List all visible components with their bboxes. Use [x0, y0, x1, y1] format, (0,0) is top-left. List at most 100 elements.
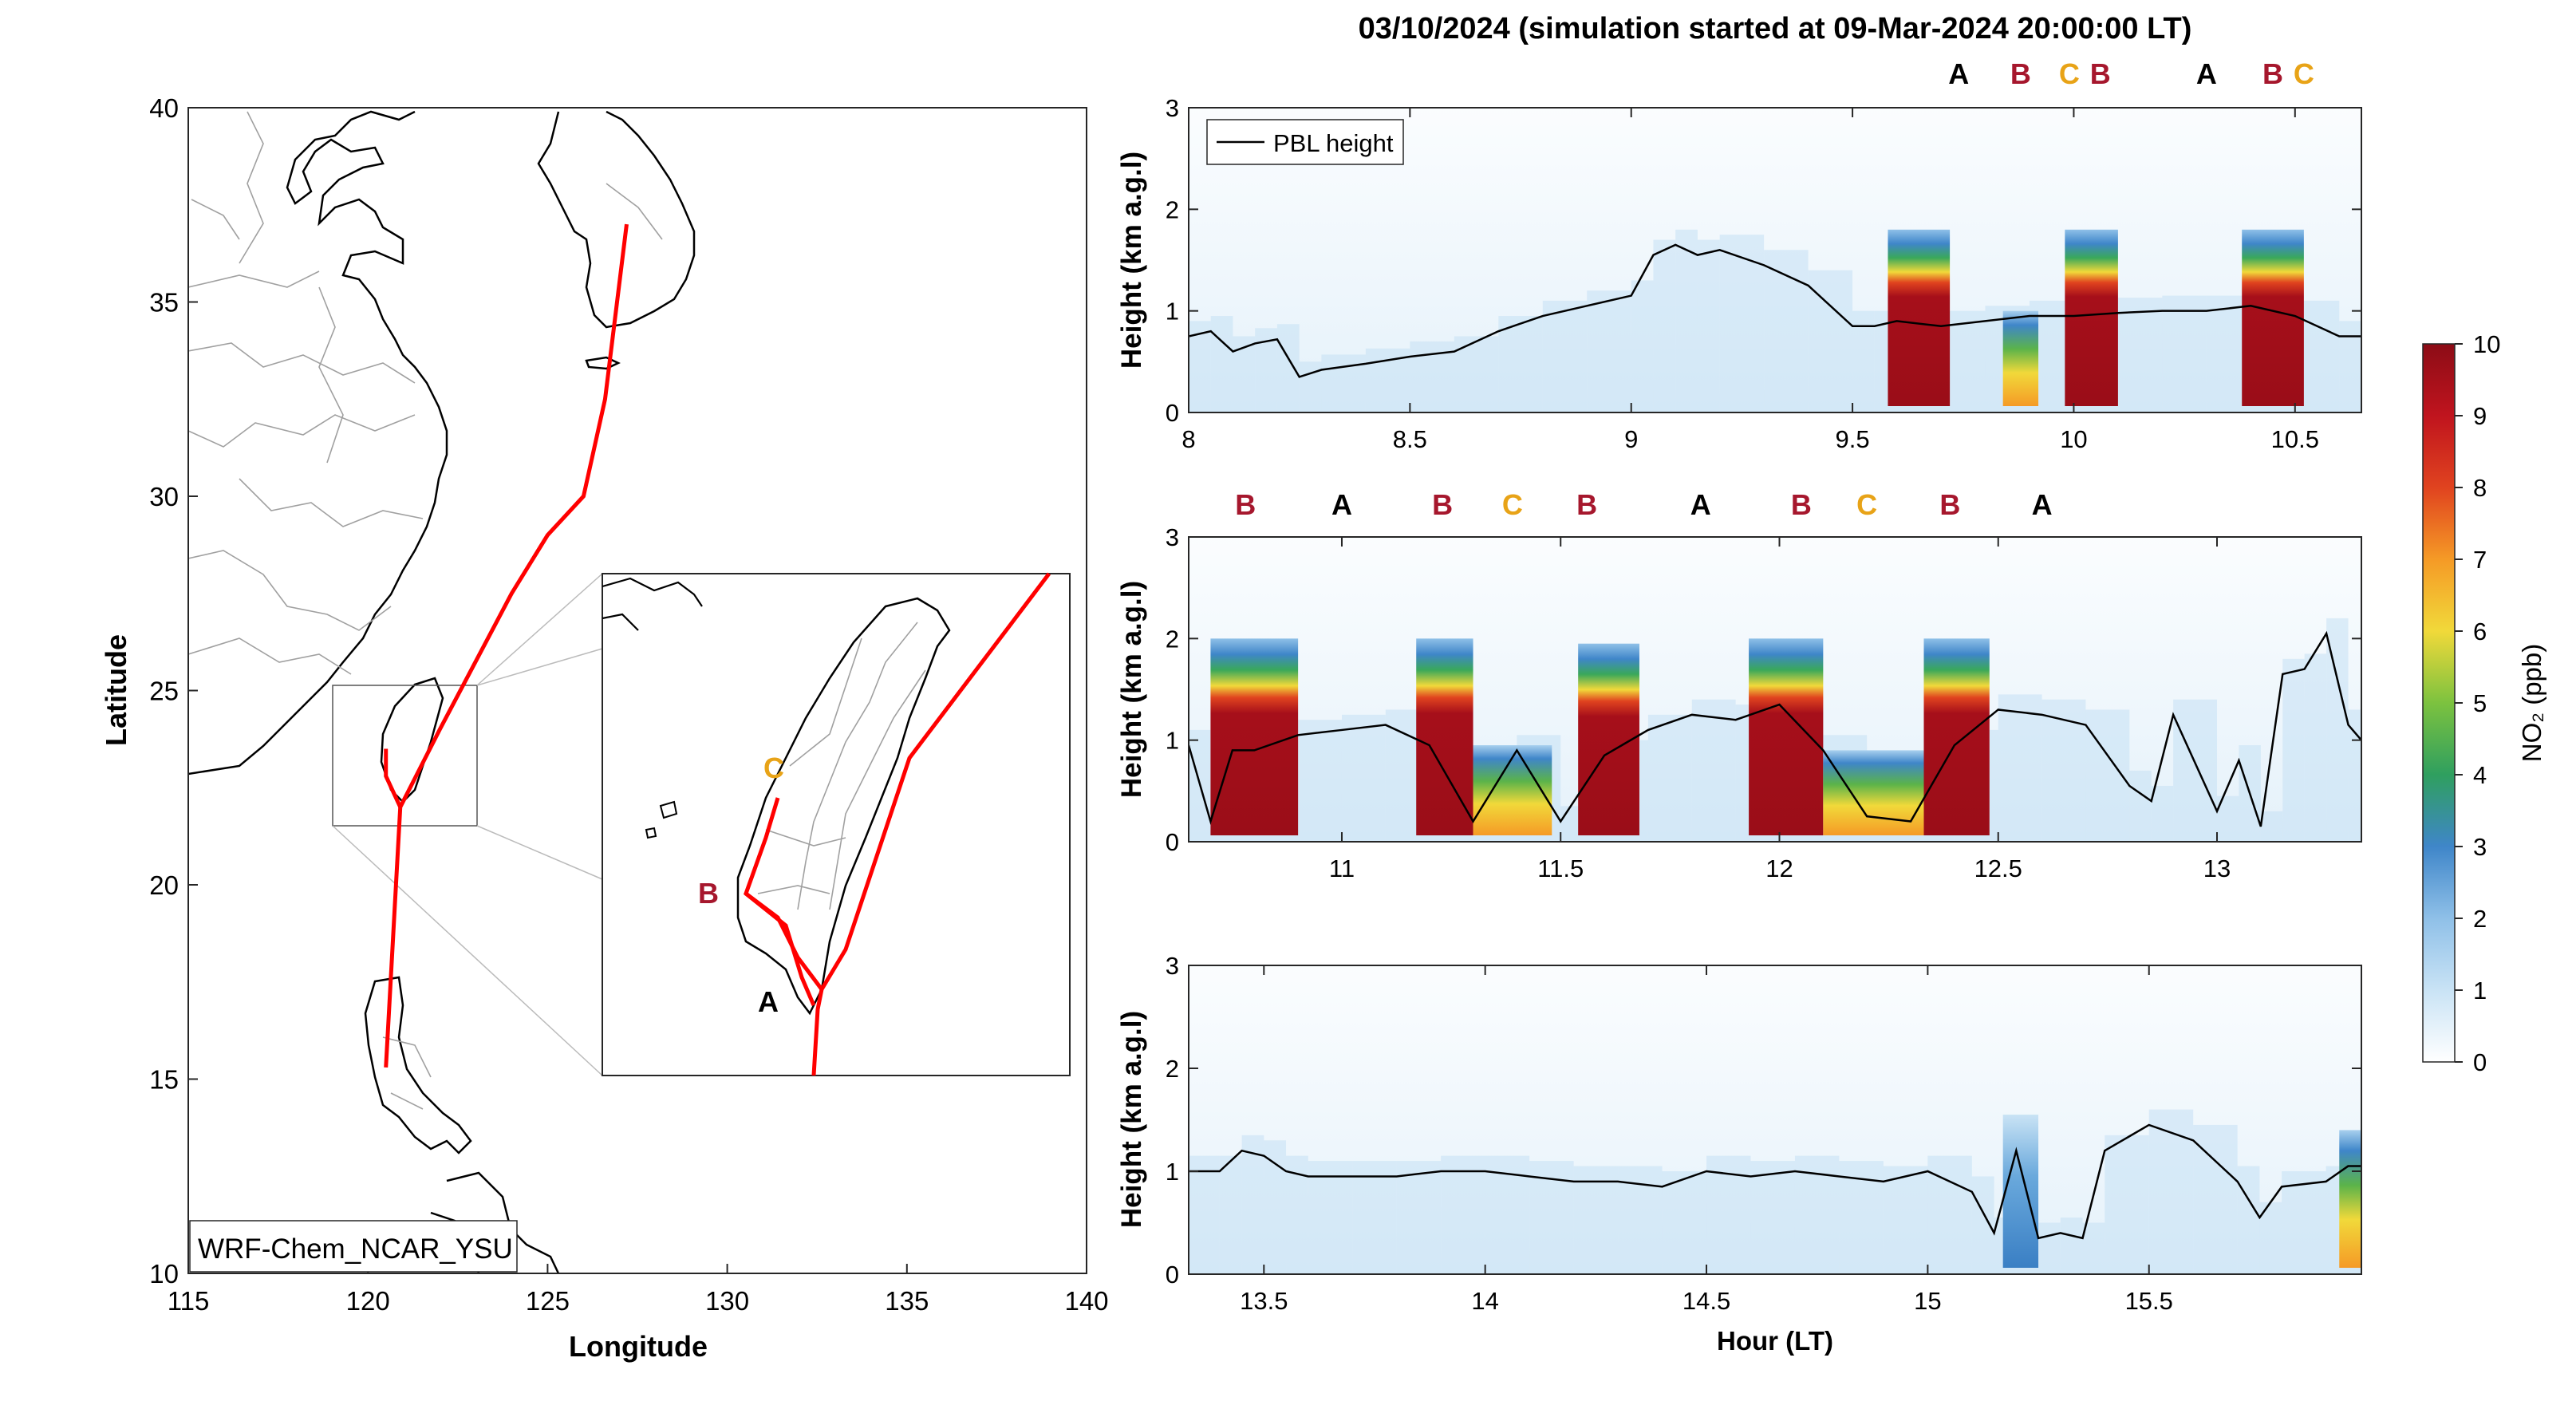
no2-low-column — [1264, 1140, 1287, 1274]
map-ylabel: Latitude — [100, 634, 132, 746]
panel-3-x-ticks: 13.5 14 14.5 15 15.5 — [1240, 965, 2173, 1315]
no2-low-column — [1276, 324, 1300, 412]
no2-low-column — [2060, 1218, 2083, 1274]
colorbar-tick-label: 0 — [2473, 1048, 2487, 1076]
no2-high-band — [1473, 745, 1552, 835]
map-x-ticks: 115 120 125 130 135 140 — [168, 1264, 1109, 1316]
colorbar-tick-label: 6 — [2473, 618, 2487, 645]
no2-low-column — [2282, 658, 2305, 842]
map-xtick-label: 115 — [168, 1286, 210, 1316]
map-ytick-label: 20 — [149, 870, 179, 900]
panel-1-ylabel: Height (km a.g.l) — [1116, 152, 1147, 369]
no2-low-column — [2237, 1166, 2260, 1274]
no2-low-column — [1998, 694, 2042, 842]
no2-low-column — [1587, 290, 1631, 412]
no2-high-band — [2002, 1115, 2039, 1268]
flight-track-spur — [384, 748, 403, 808]
colorbar-tick-label: 5 — [2473, 689, 2487, 717]
ytick-label: 1 — [1166, 1158, 1179, 1186]
no2-low-column — [2348, 709, 2361, 842]
no2-low-column — [2260, 811, 2283, 842]
figure-title: 03/10/2024 (simulation started at 09-Mar… — [1359, 12, 2192, 45]
no2-low-column — [1498, 316, 1543, 412]
no2-high-band — [1210, 638, 1299, 835]
no2-low-column — [1750, 1161, 1795, 1274]
no2-low-column — [2259, 1202, 2282, 1274]
no2-high-band — [2339, 1130, 2361, 1268]
panel-3-pbl-line — [1189, 1123, 2361, 1240]
no2-low-column — [1210, 316, 1233, 412]
model-label: WRF-Chem_NCAR_YSU — [198, 1233, 513, 1265]
no2-low-column — [2282, 1171, 2326, 1274]
inset-connector-bottom — [476, 825, 603, 880]
map-xtick-label: 130 — [705, 1286, 749, 1316]
no2-low-column — [2304, 653, 2327, 842]
map-ytick-label: 30 — [149, 482, 179, 511]
ytick-label: 0 — [1166, 1261, 1179, 1289]
ytick-label: 0 — [1166, 828, 1179, 856]
pbl-legend: PBL height — [1206, 119, 1404, 165]
no2-low-column — [2038, 1222, 2061, 1274]
inset-taiwan-outline — [736, 597, 951, 1016]
province-borders — [188, 111, 663, 1110]
no2-low-column — [1719, 235, 1765, 412]
panel-2-pbl-line — [1189, 630, 2361, 827]
location-label-c: C — [2059, 57, 2080, 90]
location-label-b: B — [2262, 57, 2283, 90]
no2-low-column — [1299, 361, 1322, 412]
colorbar-tick-label: 3 — [2473, 833, 2487, 861]
flight-track — [384, 223, 629, 1068]
no2-low-column — [1396, 1161, 1442, 1274]
xtick-label: 10.5 — [2271, 425, 2319, 453]
inset-locator-box — [332, 685, 478, 827]
location-label-c: C — [1502, 488, 1523, 521]
no2-high-band — [1823, 750, 1924, 835]
no2-high-band — [2002, 310, 2039, 406]
panel-1-y-ticks: 0 1 2 3 — [1166, 94, 2361, 427]
panel-3-no2-field — [1189, 965, 2361, 1274]
no2-low-column — [1341, 714, 1386, 842]
map-ytick-label: 15 — [149, 1065, 179, 1095]
no2-low-column — [2148, 1109, 2194, 1274]
no2-low-column — [2326, 618, 2349, 842]
no2-low-column — [2162, 295, 2207, 412]
location-label-a: A — [1948, 57, 1969, 90]
map-xtick-label: 125 — [526, 1286, 570, 1316]
colorbar-tick-label: 1 — [2473, 977, 2487, 1004]
xtick-label: 11 — [1329, 855, 1355, 882]
panel-2-axes-frame — [1188, 536, 2362, 843]
no2-low-column — [1321, 354, 1366, 412]
no2-low-column — [1631, 280, 1654, 412]
no2-low-column — [1308, 1161, 1353, 1274]
no2-low-column — [1573, 1166, 1619, 1274]
location-label-b: B — [1432, 488, 1453, 521]
map-ytick-label: 10 — [149, 1259, 179, 1289]
no2-high-band — [1888, 229, 1951, 406]
no2-high-band — [2242, 229, 2304, 406]
panel-2-no2-field — [1189, 537, 2361, 842]
no2-low-column — [2173, 699, 2217, 842]
no2-low-column — [1298, 720, 1342, 842]
panel-3-axes-frame — [1188, 965, 2362, 1275]
xtick-label: 12.5 — [1974, 855, 2022, 882]
no2-low-column — [1233, 336, 1256, 412]
map-geography — [188, 110, 696, 1273]
xtick-label: 14 — [1471, 1287, 1498, 1315]
no2-low-column — [1241, 1135, 1264, 1274]
inset-flight-track-return — [744, 892, 816, 1006]
xtick-label: 15 — [1914, 1287, 1941, 1315]
inset-mainland-fragment — [602, 577, 703, 631]
map-xtick-label: 140 — [1064, 1286, 1108, 1316]
map-ytick-label: 35 — [149, 288, 179, 318]
ytick-label: 0 — [1166, 399, 1179, 427]
xtick-label: 15.5 — [2125, 1287, 2173, 1315]
colorbar-tick-label: 2 — [2473, 905, 2487, 933]
colorbar-tick-label: 8 — [2473, 474, 2487, 502]
no2-high-band — [1749, 638, 1824, 835]
panel-2-ylabel: Height (km a.g.l) — [1116, 581, 1147, 798]
model-label-box — [189, 1220, 518, 1273]
ytick-label: 3 — [1166, 94, 1179, 122]
